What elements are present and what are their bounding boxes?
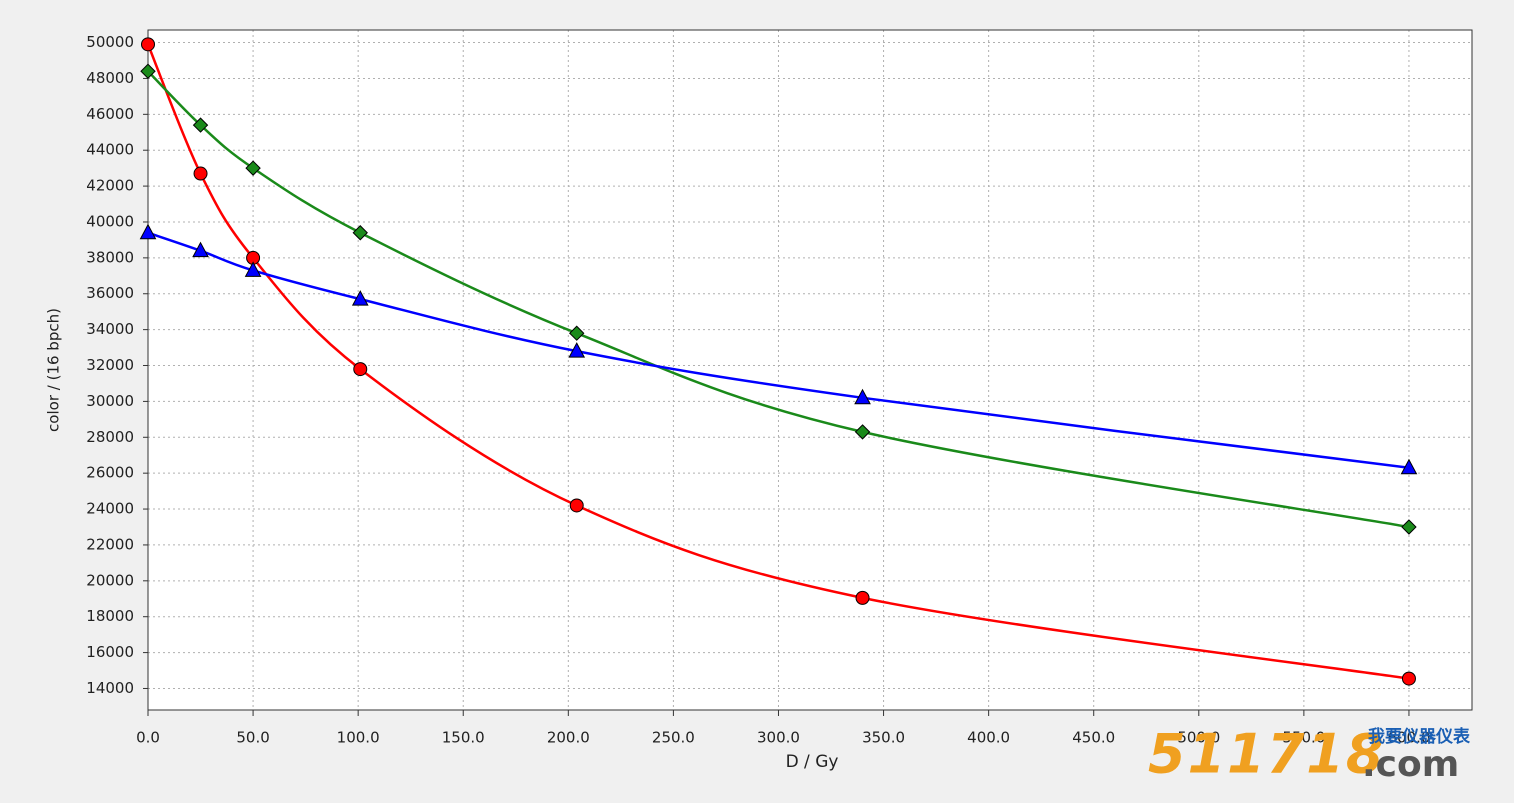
series-line [146, 43, 1410, 680]
y-tick-label: 14000 [86, 679, 134, 697]
watermark: 511718 .com 我要仪器仪表 [1148, 723, 1471, 786]
y-tick-label: 38000 [86, 248, 134, 266]
data-point [855, 590, 870, 605]
watermark-number: 511718 [1148, 723, 1385, 786]
data-point [351, 290, 369, 306]
y-tick-label: 48000 [86, 69, 134, 87]
x-tick-label: 600.0 [1387, 729, 1430, 747]
data-point [1400, 458, 1418, 475]
data-point [569, 498, 584, 513]
data-point [140, 63, 156, 79]
y-tick-label: 24000 [86, 500, 134, 518]
x-tick-label: 400.0 [967, 729, 1010, 747]
data-point [192, 117, 209, 133]
data-point [1401, 519, 1417, 535]
series-line [147, 70, 1410, 529]
data-point [139, 223, 157, 240]
y-tick-label: 30000 [86, 392, 134, 410]
y-tick-label: 16000 [86, 643, 134, 661]
watermark-domain: .com [1362, 744, 1459, 785]
x-tick-label: 200.0 [547, 729, 590, 747]
x-tick-label: 350.0 [862, 729, 905, 747]
data-point [244, 261, 262, 277]
y-tick-label: 32000 [86, 356, 134, 374]
plot-area [148, 30, 1472, 710]
x-tick-label: 500.0 [1177, 729, 1220, 747]
data-point [245, 160, 261, 176]
x-tick-label: 150.0 [442, 729, 485, 747]
x-tick-label: 300.0 [757, 729, 800, 747]
x-axis-label: D / Gy [786, 752, 839, 772]
y-tick-label: 40000 [86, 212, 134, 230]
y-tick-label: 20000 [86, 571, 134, 589]
y-tick-label: 42000 [86, 177, 134, 195]
y-tick-label: 36000 [86, 284, 134, 302]
y-tick-label: 46000 [86, 105, 134, 123]
plot-border [147, 29, 1473, 711]
y-tick-label: 28000 [86, 428, 134, 446]
x-tick-label: 550.0 [1282, 729, 1325, 747]
x-tick-label: 450.0 [1072, 729, 1115, 747]
data-point [854, 388, 871, 405]
y-tick-label: 44000 [86, 141, 134, 159]
data-point [141, 37, 155, 52]
y-tick-label: 26000 [86, 464, 134, 482]
y-tick-label: 22000 [86, 535, 134, 553]
data-point [193, 166, 208, 181]
x-tick-label: 250.0 [652, 729, 695, 747]
data-point [569, 325, 585, 341]
series-line [147, 231, 1410, 470]
data-point [192, 241, 209, 258]
y-tick-label: 18000 [86, 607, 134, 625]
data-point [352, 225, 368, 241]
y-tick-label: 50000 [86, 33, 134, 51]
x-tick-label: 0.0 [136, 729, 160, 747]
y-axis-label: color / (16 bpch) [45, 308, 63, 432]
data-point [1401, 671, 1416, 686]
x-tick-label: 100.0 [337, 729, 380, 747]
y-tick-label: 34000 [86, 320, 134, 338]
data-point [353, 362, 368, 377]
data-point [854, 424, 871, 440]
x-tick-label: 50.0 [236, 729, 269, 747]
watermark-tagline: 我要仪器仪表 [1368, 726, 1471, 747]
data-point [568, 342, 586, 358]
